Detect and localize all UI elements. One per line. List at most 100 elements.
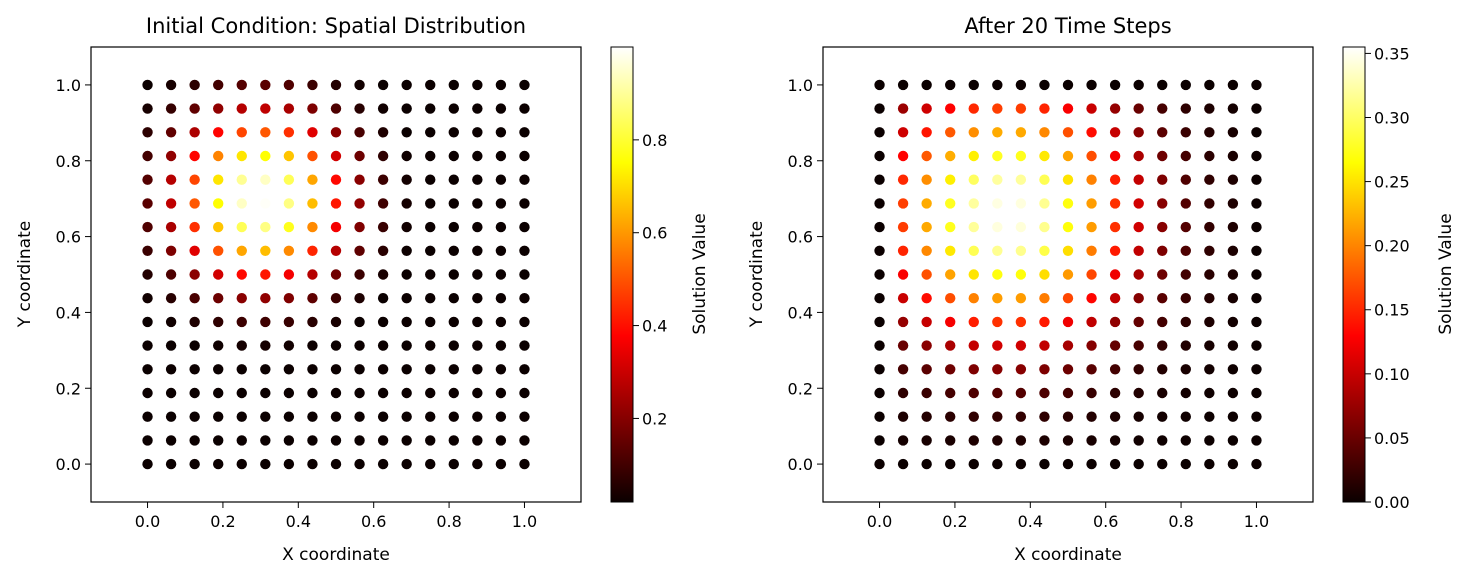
scatter-point xyxy=(1251,127,1262,138)
scatter-point xyxy=(213,245,224,256)
scatter-point xyxy=(330,245,342,256)
scatter-point xyxy=(1204,221,1215,233)
scatter-point xyxy=(283,198,295,209)
scatter-point xyxy=(189,435,200,446)
scatter-point xyxy=(425,103,436,114)
scatter-point xyxy=(874,364,885,375)
scatter-point xyxy=(1015,221,1027,233)
scatter-point xyxy=(874,150,885,162)
scatter-point xyxy=(307,411,318,422)
scatter-point xyxy=(260,340,271,351)
scatter-point xyxy=(142,150,153,162)
scatter-point xyxy=(448,316,459,328)
scatter-point xyxy=(1109,127,1121,138)
x-tick-label: 0.4 xyxy=(1018,512,1043,531)
scatter-point xyxy=(213,150,224,162)
scatter-point xyxy=(189,79,200,91)
scatter-point xyxy=(1015,103,1027,114)
scatter-point xyxy=(1227,411,1239,422)
scatter-point xyxy=(874,435,885,446)
y-tick-label: 0.6 xyxy=(56,228,81,247)
scatter-point xyxy=(495,150,507,162)
scatter-point xyxy=(1039,174,1050,185)
scatter-point xyxy=(1039,245,1050,256)
scatter-point xyxy=(874,245,885,256)
scatter-point xyxy=(307,340,318,351)
scatter-point xyxy=(448,245,459,256)
scatter-point xyxy=(1133,293,1144,304)
scatter-point xyxy=(1062,269,1074,280)
scatter-point xyxy=(495,316,507,328)
scatter-point xyxy=(401,127,412,138)
scatter-point xyxy=(472,127,483,138)
scatter-point xyxy=(992,387,1003,399)
scatter-point xyxy=(213,79,224,91)
scatter-point xyxy=(283,269,295,280)
scatter-point xyxy=(945,435,956,446)
scatter-point xyxy=(448,364,459,375)
scatter-point xyxy=(425,316,436,328)
scatter-point xyxy=(1039,221,1050,233)
scatter-point xyxy=(472,458,483,470)
scatter-point xyxy=(377,198,389,209)
scatter-point xyxy=(1227,364,1239,375)
scatter-point xyxy=(1227,435,1239,446)
scatter-point xyxy=(236,364,247,375)
scatter-point xyxy=(165,269,177,280)
scatter-point xyxy=(1204,458,1215,470)
scatter-point xyxy=(1039,364,1050,375)
scatter-point xyxy=(897,269,909,280)
scatter-point xyxy=(401,293,412,304)
scatter-point xyxy=(897,103,909,114)
y-tick-label: 0.2 xyxy=(56,379,81,398)
scatter-point xyxy=(1109,103,1121,114)
scatter-point xyxy=(1227,387,1239,399)
scatter-point xyxy=(968,316,979,328)
scatter-point xyxy=(142,458,153,470)
scatter-point xyxy=(377,364,389,375)
scatter-point xyxy=(992,127,1003,138)
scatter-point xyxy=(260,364,271,375)
scatter-point xyxy=(213,364,224,375)
scatter-point xyxy=(354,458,365,470)
scatter-point xyxy=(213,340,224,351)
x-tick-label: 0.4 xyxy=(286,512,311,531)
scatter-point xyxy=(1157,316,1168,328)
scatter-point xyxy=(897,387,909,399)
scatter-point xyxy=(992,269,1003,280)
scatter-point xyxy=(921,221,932,233)
scatter-point xyxy=(1157,458,1168,470)
scatter-point xyxy=(1109,79,1121,91)
scatter-point xyxy=(472,221,483,233)
chart-after-20-steps: After 20 Time Steps 0.0 0.2 0.4 0.6 0.8 1.0 0… xyxy=(747,14,1456,565)
scatter-point xyxy=(1109,150,1121,162)
scatter-point xyxy=(236,198,247,209)
scatter-point xyxy=(945,316,956,328)
colorbar-tick-label: 0.4 xyxy=(642,317,667,336)
scatter-point xyxy=(1180,387,1191,399)
scatter-point xyxy=(897,174,909,185)
scatter-point xyxy=(968,245,979,256)
scatter-point xyxy=(283,245,295,256)
x-tick-label: 0.8 xyxy=(1168,512,1193,531)
scatter-point xyxy=(1204,293,1215,304)
scatter-point xyxy=(1204,364,1215,375)
scatter-point xyxy=(1039,387,1050,399)
scatter-point xyxy=(1015,411,1027,422)
scatter-point xyxy=(945,198,956,209)
scatter-point xyxy=(472,150,483,162)
scatter-points xyxy=(142,79,530,470)
scatter-point xyxy=(377,174,389,185)
scatter-point xyxy=(165,364,177,375)
scatter-point xyxy=(142,340,153,351)
scatter-point xyxy=(1086,174,1097,185)
scatter-point xyxy=(1133,150,1144,162)
scatter-point xyxy=(1086,103,1097,114)
scatter-point xyxy=(142,435,153,446)
scatter-point xyxy=(1015,458,1027,470)
scatter-point xyxy=(968,79,979,91)
scatter-point xyxy=(992,293,1003,304)
chart-title: After 20 Time Steps xyxy=(964,14,1171,38)
scatter-point xyxy=(1062,79,1074,91)
scatter-point xyxy=(1180,79,1191,91)
